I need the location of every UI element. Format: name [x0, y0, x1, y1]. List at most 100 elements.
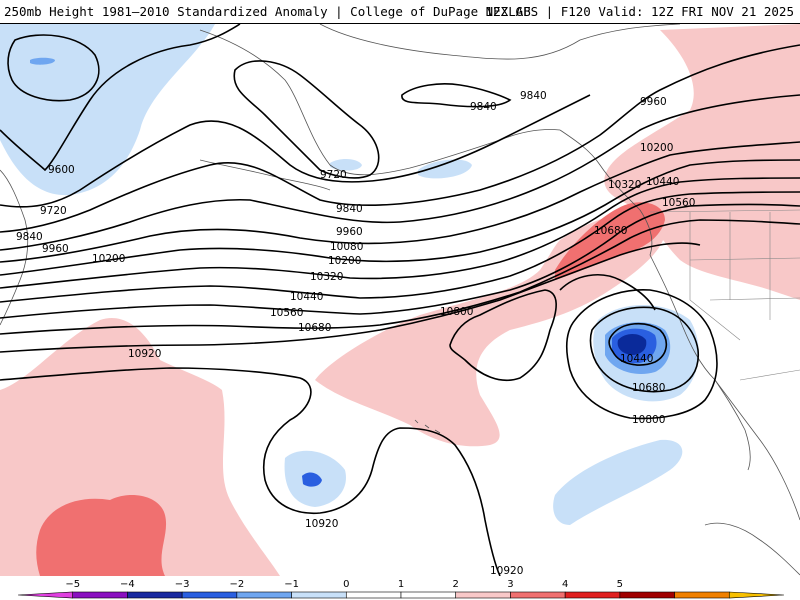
neg-anomaly-gulf-small: [418, 159, 472, 179]
contour-10440: [0, 191, 800, 303]
colorbar-tick-label: 3: [507, 579, 513, 590]
label-10920-b: 10920: [305, 518, 338, 530]
label-9960-b: 9960: [336, 226, 363, 238]
contour-labels: 9600 9720 9720 9840 9840 9840 9840 9960 …: [16, 90, 695, 576]
colorbar-segment: [181, 591, 238, 599]
contour-9600: [0, 24, 241, 172]
label-10680-c: 10680: [632, 382, 665, 394]
contour-10560: [0, 203, 800, 319]
map-panel: 9600 9720 9720 9840 9840 9840 9840 9960 …: [0, 24, 800, 576]
colorbar-segment: [674, 591, 730, 599]
label-9840-d: 9840: [16, 231, 43, 243]
colorbar-tick-label: 5: [617, 579, 623, 590]
contour-9840-loop: [401, 83, 512, 108]
colorbar-tick-label: 4: [562, 579, 568, 590]
label-9960-a: 9960: [640, 96, 667, 108]
label-10680-a: 10680: [594, 225, 627, 237]
colorbar-tick-label: 1: [398, 579, 404, 590]
contour-10920-loop: [559, 274, 656, 311]
contour-10800-cutoff: [565, 289, 718, 420]
label-10680-b: 10680: [298, 322, 331, 334]
colorbar-tick-label: −5: [65, 579, 80, 590]
colorbar-segment: [510, 591, 566, 599]
contour-10800-inner: [449, 289, 557, 382]
hawaii: [414, 419, 441, 434]
label-10920-c: 10920: [490, 565, 523, 576]
colorbar-segment: [564, 591, 621, 599]
mexico-coast: [704, 522, 800, 576]
colorbar-ticks: −5 −4 −3 −2 −1 0 1 2 3 4 5: [65, 579, 623, 590]
contour-10320: [0, 177, 800, 289]
colorbar-segment: [291, 591, 347, 599]
label-10800-b: 10800: [632, 414, 665, 426]
label-10200-a: 10200: [640, 142, 673, 154]
colorbar-segments: [17, 591, 785, 599]
contour-10440-cutoff: [608, 322, 668, 366]
colorbar-tick-label: −4: [120, 579, 135, 590]
kamchatka: [0, 169, 29, 326]
contour-10080: [0, 141, 800, 263]
label-10320-b: 10320: [310, 271, 343, 283]
label-9720-a: 9720: [320, 169, 347, 181]
contour-9720: [0, 94, 591, 208]
neg-anomaly-bering-core: [30, 57, 55, 65]
canada-us-border: [649, 209, 800, 213]
baja: [714, 379, 751, 471]
colorbar-segment: [236, 591, 292, 599]
colorbar-segment: [400, 591, 457, 599]
colorbar-tick-label: −2: [229, 579, 244, 590]
contour-10200: [0, 159, 800, 276]
contour-9600-loop: [7, 34, 100, 102]
contour-10800-main: [0, 242, 701, 353]
colorbar-tick-label: 2: [453, 579, 459, 590]
label-10440-a: 10440: [646, 176, 679, 188]
label-9840-a: 9840: [470, 101, 497, 113]
pos-anomaly-southwest-core: [36, 495, 167, 576]
weather-map: 9600 9720 9720 9840 9840 9840 9840 9960 …: [0, 24, 800, 576]
label-10080: 10080: [330, 241, 363, 253]
label-10440-b: 10440: [290, 291, 323, 303]
colorbar-segment: [17, 591, 74, 599]
us-mexico-border: [739, 369, 800, 381]
contour-10680-cutoff: [589, 306, 699, 393]
neg-anomaly-cutoff-core: [617, 334, 647, 355]
height-contours: [0, 24, 800, 576]
label-9720-b: 9720: [40, 205, 67, 217]
map-title: 250mb Height 1981–2010 Standardized Anom…: [4, 4, 531, 19]
anomaly-shading: [0, 24, 800, 576]
contour-9840: [0, 44, 800, 233]
colorbar-tick-label: −1: [284, 579, 299, 590]
colorbar-tick-label: −3: [175, 579, 190, 590]
label-10320-a: 10320: [608, 179, 641, 191]
neg-anomaly-southeast: [553, 439, 683, 525]
label-9960-c: 9960: [42, 243, 69, 255]
alaska-north: [319, 24, 681, 60]
neg-anomaly-subtropical-core: [302, 472, 322, 487]
state-line-1: [689, 212, 741, 341]
state-line-4: [689, 257, 800, 261]
contour-9960: [0, 94, 800, 251]
label-10800-a: 10800: [440, 306, 473, 318]
label-9600: 9600: [48, 164, 75, 176]
model-run-info: 12Z GFS | F120 Valid: 12Z FRI NOV 21 202…: [485, 4, 794, 19]
label-9840-b: 9840: [520, 90, 547, 102]
colorbar-svg: −5 −4 −3 −2 −1 0 1 2 3 4 5: [17, 579, 785, 599]
colorbar-segment: [619, 591, 675, 599]
state-line-5: [709, 297, 800, 301]
colorbar-segment: [728, 591, 785, 599]
contour-9720-loop: [233, 60, 380, 179]
colorbar-segment: [127, 591, 183, 599]
contour-10680: [0, 219, 800, 335]
contour-10920: [0, 367, 501, 576]
political-borders: [649, 209, 800, 381]
label-10920-a: 10920: [128, 348, 161, 360]
label-10440-c: 10440: [620, 353, 653, 365]
colorbar-segment: [345, 591, 402, 599]
neg-anomaly-bering: [0, 24, 215, 196]
colorbar-tick-label: 0: [343, 579, 349, 590]
anomaly-colorbar: −5 −4 −3 −2 −1 0 1 2 3 4 5: [0, 576, 800, 600]
label-9840-c: 9840: [336, 203, 363, 215]
label-10560-b: 10560: [270, 307, 303, 319]
label-10200-b: 10200: [328, 255, 361, 267]
map-header: 250mb Height 1981–2010 Standardized Anom…: [0, 0, 800, 24]
